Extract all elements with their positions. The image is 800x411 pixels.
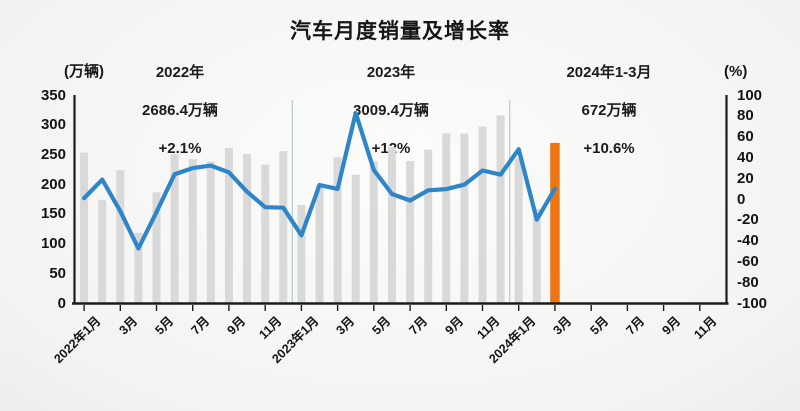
sales-bar [387, 147, 396, 303]
left-axis-tick-label: 250 [40, 145, 66, 163]
sales-bar [424, 149, 433, 303]
right-axis-tick-label: -100 [737, 294, 768, 312]
right-axis-tick-label: -60 [737, 252, 759, 270]
sales-bar [460, 133, 469, 303]
annotation-2022-growth: +2.1% [158, 140, 202, 157]
sales-bar [478, 126, 487, 303]
annotation-2023-total: 3009.4万辆 [353, 102, 429, 119]
left-axis-tick-label: 200 [40, 175, 66, 193]
right-axis-tick-label: 60 [737, 128, 754, 146]
right-axis-unit-label: (%) [724, 63, 748, 80]
sales-bar [80, 152, 89, 303]
chart-title: 汽车月度销量及增长率 [290, 20, 510, 43]
annotation-2024-year: 2024年1-3月 [566, 64, 652, 81]
sales-bar [351, 174, 360, 303]
sales-bar [279, 151, 288, 303]
sales-bar [116, 170, 125, 303]
annotation-2022: 2022年 2686.4万辆 +2.1% [92, 63, 268, 158]
right-axis-tick-label: 40 [737, 148, 754, 166]
sales-bar-highlight [550, 142, 560, 303]
sales-bar [206, 161, 215, 303]
sales-bar [188, 159, 197, 303]
right-axis-tick-label: 80 [737, 107, 754, 125]
sales-bar [532, 208, 541, 303]
sales-bar [442, 133, 451, 303]
sales-bar [297, 205, 306, 303]
left-axis-tick-label: 0 [57, 294, 66, 312]
growth-rate-line [81, 110, 558, 251]
right-axis-tick-label: -40 [737, 232, 759, 250]
sales-bar [514, 158, 523, 303]
sales-bar [224, 147, 233, 303]
left-axis-tick-label: 50 [49, 264, 66, 282]
annotation-2022-year: 2022年 [155, 64, 205, 81]
left-axis-tick-label: 100 [40, 235, 66, 253]
right-axis-tick-label: 100 [737, 86, 763, 104]
sales-bar [170, 154, 179, 303]
sales-bar [406, 161, 415, 303]
annotation-2022-total: 2686.4万辆 [142, 102, 218, 119]
sales-bar [134, 232, 143, 303]
annotation-2024-total: 672万辆 [581, 102, 637, 119]
annotation-2024-growth: +10.6% [583, 140, 635, 157]
right-axis-tick-label: 0 [737, 190, 746, 208]
left-axis-tick-label: 150 [40, 205, 66, 223]
right-axis-tick-label: -20 [737, 211, 759, 229]
sales-bar [333, 157, 342, 303]
left-axis-unit-label: (万辆) [64, 63, 104, 80]
annotation-2024: 2024年1-3月 672万辆 +10.6% [521, 63, 697, 158]
sales-bar [496, 115, 505, 304]
sales-bar [315, 185, 324, 303]
sales-bar [152, 192, 161, 303]
annotation-2023-year: 2023年 [366, 64, 416, 81]
right-axis-tick-label: -80 [737, 273, 759, 291]
right-axis-tick-label: 20 [737, 169, 754, 187]
sales-bar [98, 199, 107, 303]
left-axis-tick-label: 350 [40, 86, 66, 104]
sales-bar [369, 161, 378, 303]
sales-bar [243, 154, 252, 303]
sales-bar [261, 164, 270, 303]
left-axis-tick-label: 300 [40, 116, 66, 134]
